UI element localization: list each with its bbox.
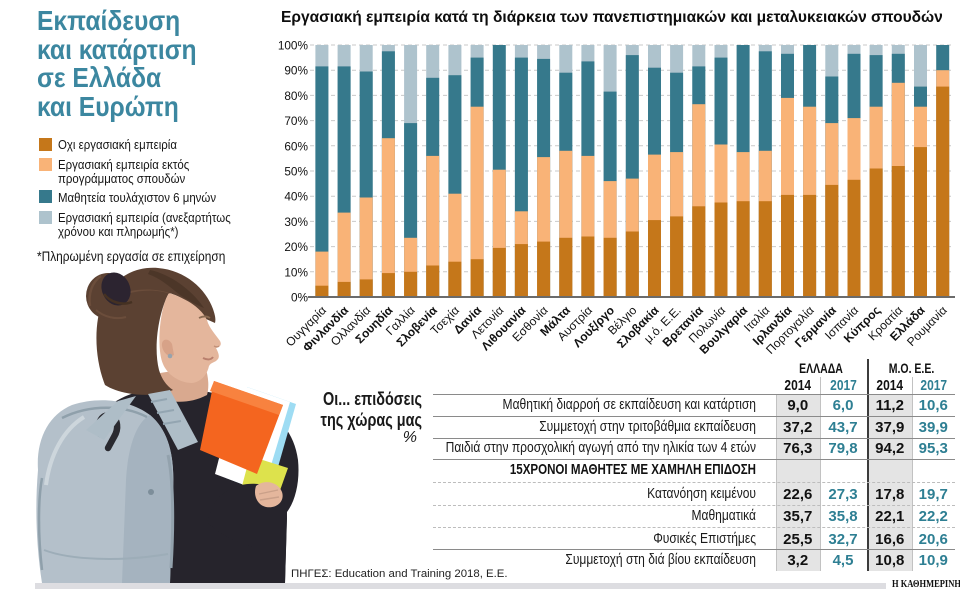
svg-text:40%: 40% xyxy=(284,190,308,204)
svg-text:20%: 20% xyxy=(284,240,308,254)
svg-text:90%: 90% xyxy=(284,64,308,78)
svg-text:50%: 50% xyxy=(284,165,308,179)
svg-text:70%: 70% xyxy=(284,114,308,128)
svg-text:60%: 60% xyxy=(284,139,308,153)
svg-text:80%: 80% xyxy=(284,89,308,103)
svg-text:100%: 100% xyxy=(278,39,309,53)
svg-text:10%: 10% xyxy=(284,265,308,279)
svg-text:30%: 30% xyxy=(284,215,308,229)
svg-text:0%: 0% xyxy=(291,291,309,305)
